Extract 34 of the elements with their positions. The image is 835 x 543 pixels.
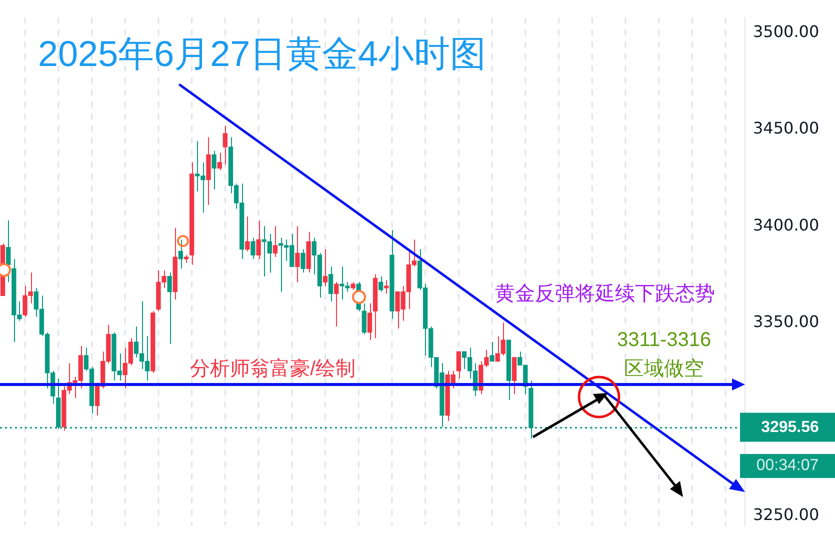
candlestick	[300, 248, 306, 273]
candlestick	[362, 302, 366, 335]
candlestick	[167, 272, 172, 344]
candlestick	[272, 226, 278, 258]
candlestick	[245, 216, 250, 252]
annotation: 区域做空	[624, 358, 704, 380]
candlestick	[378, 276, 384, 292]
annotation: 分析师翁富豪/绘制	[190, 358, 356, 380]
candlestick	[384, 280, 389, 294]
candlestick	[178, 239, 184, 270]
ref-line-label: 3295.56	[761, 419, 820, 436]
y-tick-label: 3450.00	[753, 118, 820, 138]
candlestick	[367, 302, 372, 341]
y-tick-label: 3400.00	[753, 215, 820, 234]
candlestick	[295, 226, 300, 283]
candlestick	[334, 282, 339, 328]
annotation: 黄金反弹将延续下跌态势	[495, 283, 715, 305]
candlestick	[212, 150, 216, 190]
candlestick	[490, 341, 494, 362]
text: 00:34:07	[740, 454, 835, 478]
candlestick	[222, 125, 228, 165]
y-tick-label: 3500.00	[753, 22, 820, 42]
candlestick	[250, 237, 256, 260]
text: 2025年6月27日黄金4小时图	[38, 33, 486, 74]
candlestick	[6, 220, 11, 283]
candlestick	[512, 356, 517, 395]
candlestick	[256, 220, 261, 260]
candlestick	[217, 152, 222, 171]
annotation: 3311-3316	[617, 329, 712, 351]
y-tick-label: 3250.00	[753, 504, 820, 524]
candlestick	[328, 266, 334, 302]
candlestick	[456, 351, 462, 380]
candlestick	[322, 248, 328, 286]
y-tick-label: 3350.00	[753, 312, 820, 331]
